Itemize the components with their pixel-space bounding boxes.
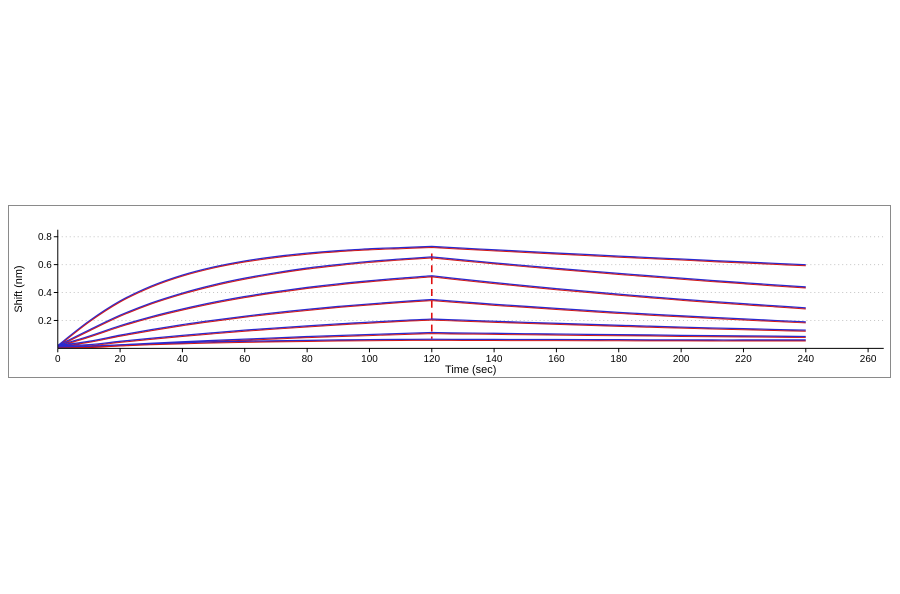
x-tick-label: 200	[673, 354, 690, 365]
trace-3-fit-curve	[57, 276, 806, 348]
trace-6-data-curve	[57, 331, 806, 348]
trace-1-fit-curve	[57, 247, 806, 348]
trace-1-data-curve	[57, 245, 806, 347]
y-tick-label: 0.6	[38, 260, 52, 271]
x-tick-label: 40	[177, 354, 189, 365]
y-tick-label: 0.4	[38, 288, 52, 299]
trace-7-data-curve	[57, 338, 806, 348]
trace-2-data-curve	[57, 256, 806, 347]
x-tick-label: 100	[361, 354, 378, 365]
y-axis-label: Shift (nm)	[13, 265, 25, 312]
x-tick-label: 20	[115, 354, 127, 365]
trace-4-fit-curve	[57, 300, 806, 348]
chart-panel: 0 20 40 60 80 100 120 140 160 180 200 220 240 260 0.2 0…	[8, 205, 891, 378]
y-tick-label: 0.8	[38, 232, 52, 243]
x-tick-label: 160	[548, 354, 565, 365]
x-tick-label: 0	[55, 354, 61, 365]
x-tick-label: 220	[735, 354, 752, 365]
x-tick-label: 140	[486, 354, 503, 365]
trace-4-data-curve	[57, 298, 806, 347]
trace-5-data-curve	[57, 318, 806, 347]
x-tick-label: 260	[860, 354, 877, 365]
x-tick-label: 180	[610, 354, 627, 365]
x-tick-label: 80	[302, 354, 314, 365]
x-axis-label: Time (sec)	[445, 364, 496, 376]
x-tick-label: 120	[423, 354, 440, 365]
trace-7-fit-curve	[57, 339, 806, 349]
trace-3-data-curve	[57, 275, 806, 347]
x-tick-label: 240	[797, 354, 814, 365]
trace-5-fit-curve	[57, 319, 806, 348]
y-tick-label: 0.2	[38, 316, 52, 327]
x-tick-label: 60	[239, 354, 251, 365]
trace-2-fit-curve	[57, 257, 806, 348]
sensorgram-chart: 0 20 40 60 80 100 120 140 160 180 200 220 240 260 0.2 0…	[13, 229, 884, 376]
